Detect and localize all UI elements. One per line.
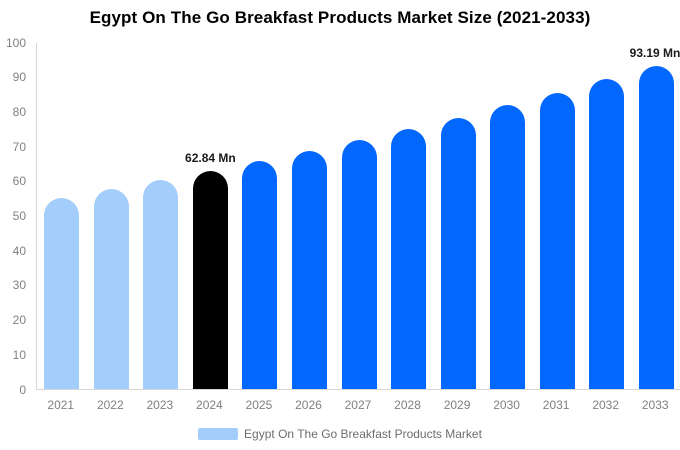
y-axis-tick-100: 100	[5, 35, 26, 50]
x-axis-label-2025: 2025	[245, 398, 273, 412]
chart-title: Egypt On The Go Breakfast Products Marke…	[89, 8, 591, 27]
bar-2027	[341, 140, 377, 389]
bar-2026	[291, 151, 327, 389]
x-axis-label-2031: 2031	[542, 398, 570, 412]
x-axis-label-2022: 2022	[96, 398, 124, 412]
y-axis-tick-60: 60	[12, 174, 26, 189]
legend-label: Egypt On The Go Breakfast Products Marke…	[244, 427, 482, 441]
y-axis-tick-90: 90	[12, 70, 26, 85]
x-axis: 2021 2022 2023 2024 2025 2026 2027 2028 2029 2030…	[36, 398, 680, 412]
y-axis-tick-30: 30	[12, 278, 26, 293]
bar-2029	[440, 117, 476, 389]
x-axis-label-2026: 2026	[295, 398, 322, 412]
plot-area: 62.84 Mn 93.19 Mn	[36, 43, 680, 390]
legend: Egypt On The Go Breakfast Products Marke…	[0, 426, 680, 442]
bar-2032	[589, 79, 625, 389]
data-label-2033: 93.19 Mn	[629, 45, 680, 60]
x-axis-label-2023: 2023	[146, 398, 174, 412]
y-axis-tick-50: 50	[12, 209, 26, 223]
x-axis-label-2030: 2030	[493, 398, 520, 412]
y-axis-tick-20: 20	[12, 313, 26, 328]
bar-2021	[44, 198, 80, 389]
bar-2024	[192, 170, 228, 389]
bar-2030	[490, 105, 526, 389]
bar-2023	[143, 180, 179, 389]
x-axis-label-2028: 2028	[394, 398, 421, 412]
y-axis-tick-10: 10	[12, 347, 26, 362]
x-axis-label-2024: 2024	[196, 398, 223, 412]
bar-2022	[93, 189, 129, 389]
y-axis-tick-70: 70	[12, 139, 26, 154]
y-axis-tick-40: 40	[12, 243, 26, 258]
bar-2025	[242, 161, 278, 389]
bar-2028	[391, 129, 427, 389]
bar-2033	[638, 65, 674, 389]
x-axis-label-2027: 2027	[344, 398, 372, 412]
x-axis-label-2033: 2033	[641, 398, 669, 412]
bar-2031	[539, 92, 575, 389]
x-axis-label-2032: 2032	[592, 398, 620, 412]
y-axis: 0 10 20 30 40 50 60 70 80 90 100	[0, 36, 26, 396]
x-axis-label-2021: 2021	[47, 398, 75, 412]
y-axis-tick-80: 80	[12, 104, 26, 119]
x-axis-label-2029: 2029	[443, 398, 471, 412]
data-label-2024: 62.84 Mn	[185, 150, 236, 165]
y-axis-tick-0: 0	[19, 382, 26, 397]
legend-swatch	[198, 428, 239, 440]
